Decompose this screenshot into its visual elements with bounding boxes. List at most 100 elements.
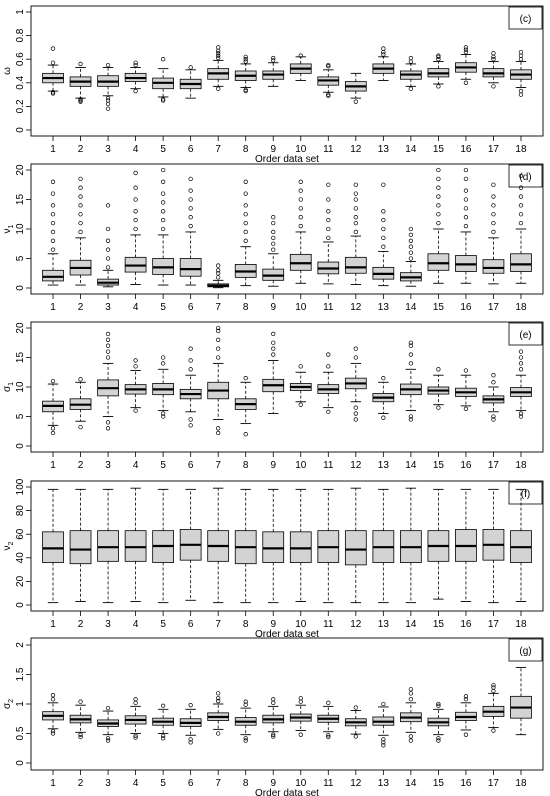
outlier-point bbox=[271, 220, 276, 226]
outlier-point bbox=[160, 98, 166, 103]
iqr-box bbox=[262, 531, 285, 563]
box-18 bbox=[510, 173, 532, 284]
box-8 bbox=[234, 54, 257, 94]
box-17 bbox=[482, 488, 505, 604]
outlier-point bbox=[160, 209, 166, 214]
outlier-point bbox=[491, 682, 496, 688]
outlier-point bbox=[78, 732, 83, 737]
outlier-point bbox=[408, 250, 414, 255]
outlier-point bbox=[105, 331, 111, 337]
x-tick-label: 2 bbox=[78, 144, 84, 155]
x-tick-label: 5 bbox=[160, 778, 166, 789]
y-tick-label: 20 bbox=[15, 164, 26, 176]
x-tick-label: 7 bbox=[215, 144, 221, 155]
x-tick-label: 18 bbox=[515, 144, 527, 155]
outlier-point bbox=[463, 697, 469, 702]
outlier-point bbox=[408, 738, 414, 743]
outlier-point bbox=[243, 220, 248, 226]
panel-label: (c) bbox=[520, 14, 532, 25]
outlier-point bbox=[518, 414, 524, 419]
x-tick-label: 15 bbox=[433, 144, 445, 155]
outlier-point bbox=[188, 206, 193, 211]
outlier-point bbox=[243, 212, 248, 217]
panel-label: (f) bbox=[521, 489, 530, 500]
outlier-point bbox=[298, 53, 303, 58]
box-6 bbox=[179, 703, 202, 745]
x-tick-label: 1 bbox=[50, 460, 56, 471]
iqr-box bbox=[510, 253, 532, 272]
outlier-point bbox=[436, 738, 441, 743]
outlier-point bbox=[50, 728, 56, 734]
box-10 bbox=[289, 695, 312, 737]
outlier-point bbox=[188, 346, 193, 351]
outlier-point bbox=[353, 220, 358, 226]
outlier-point bbox=[243, 699, 248, 704]
outlier-point bbox=[188, 423, 193, 428]
x-tick-label: 1 bbox=[50, 619, 56, 630]
x-tick-label: 5 bbox=[160, 460, 166, 471]
outlier-point bbox=[353, 405, 358, 410]
box-17 bbox=[482, 51, 505, 89]
outlier-point bbox=[216, 337, 221, 342]
x-tick-label: 4 bbox=[133, 619, 139, 630]
x-tick-label: 6 bbox=[188, 144, 194, 155]
outlier-point bbox=[105, 355, 111, 360]
outlier-point bbox=[160, 217, 166, 223]
outlier-point bbox=[216, 355, 221, 360]
outlier-point bbox=[353, 197, 358, 202]
outlier-point bbox=[463, 167, 469, 173]
box-3 bbox=[97, 62, 119, 111]
outlier-point bbox=[326, 409, 331, 414]
box-6 bbox=[179, 488, 202, 601]
outlier-point bbox=[216, 271, 221, 276]
panel-label-box: (f) bbox=[508, 481, 543, 505]
panel-label-frame bbox=[508, 322, 543, 346]
box-18 bbox=[510, 49, 532, 97]
y-tick-label: 15 bbox=[15, 194, 26, 206]
x-tick-label: 2 bbox=[78, 460, 84, 471]
outlier-point bbox=[105, 101, 111, 107]
x-tick-label: 12 bbox=[350, 460, 362, 471]
outlier-point bbox=[216, 731, 221, 736]
outlier-point bbox=[408, 232, 414, 238]
outlier-point bbox=[243, 229, 248, 235]
x-tick-label: 15 bbox=[433, 778, 445, 789]
outlier-point bbox=[105, 343, 111, 348]
iqr-box bbox=[344, 256, 367, 274]
box-9 bbox=[262, 331, 285, 414]
x-tick-label: 5 bbox=[160, 619, 166, 630]
outlier-point bbox=[271, 340, 276, 345]
x-tick-label: 7 bbox=[215, 778, 221, 789]
x-tick-label: 10 bbox=[295, 619, 307, 630]
x-tick-label: 13 bbox=[378, 144, 390, 155]
outlier-point bbox=[518, 53, 524, 58]
y-tick-label: 2 bbox=[15, 642, 26, 648]
outlier-point bbox=[408, 414, 414, 419]
outlier-point bbox=[188, 358, 193, 363]
x-tick-label: 18 bbox=[515, 302, 527, 313]
outlier-point bbox=[518, 349, 524, 354]
iqr-box bbox=[124, 530, 147, 562]
outlier-point bbox=[436, 53, 441, 58]
outlier-point bbox=[50, 220, 56, 226]
outlier-point bbox=[105, 426, 111, 431]
outlier-point bbox=[133, 185, 138, 190]
x-tick-label: 3 bbox=[105, 778, 111, 789]
panel-label-box: (d) bbox=[508, 164, 543, 188]
outlier-point bbox=[160, 57, 166, 62]
x-tick-label: 14 bbox=[405, 778, 417, 789]
outlier-point bbox=[381, 46, 386, 51]
box-1 bbox=[42, 488, 64, 604]
outlier-point bbox=[78, 98, 83, 103]
box-7 bbox=[207, 487, 230, 604]
outlier-point bbox=[518, 173, 524, 179]
x-tick-label: 9 bbox=[270, 619, 276, 630]
x-tick-label: 11 bbox=[323, 619, 334, 630]
outlier-point bbox=[408, 244, 414, 249]
x-tick-label: 5 bbox=[160, 302, 166, 313]
x-tick-label: 10 bbox=[295, 778, 307, 789]
outlier-point bbox=[436, 220, 441, 226]
box-4 bbox=[124, 170, 147, 285]
box-18 bbox=[510, 488, 532, 602]
outlier-point bbox=[50, 90, 56, 95]
